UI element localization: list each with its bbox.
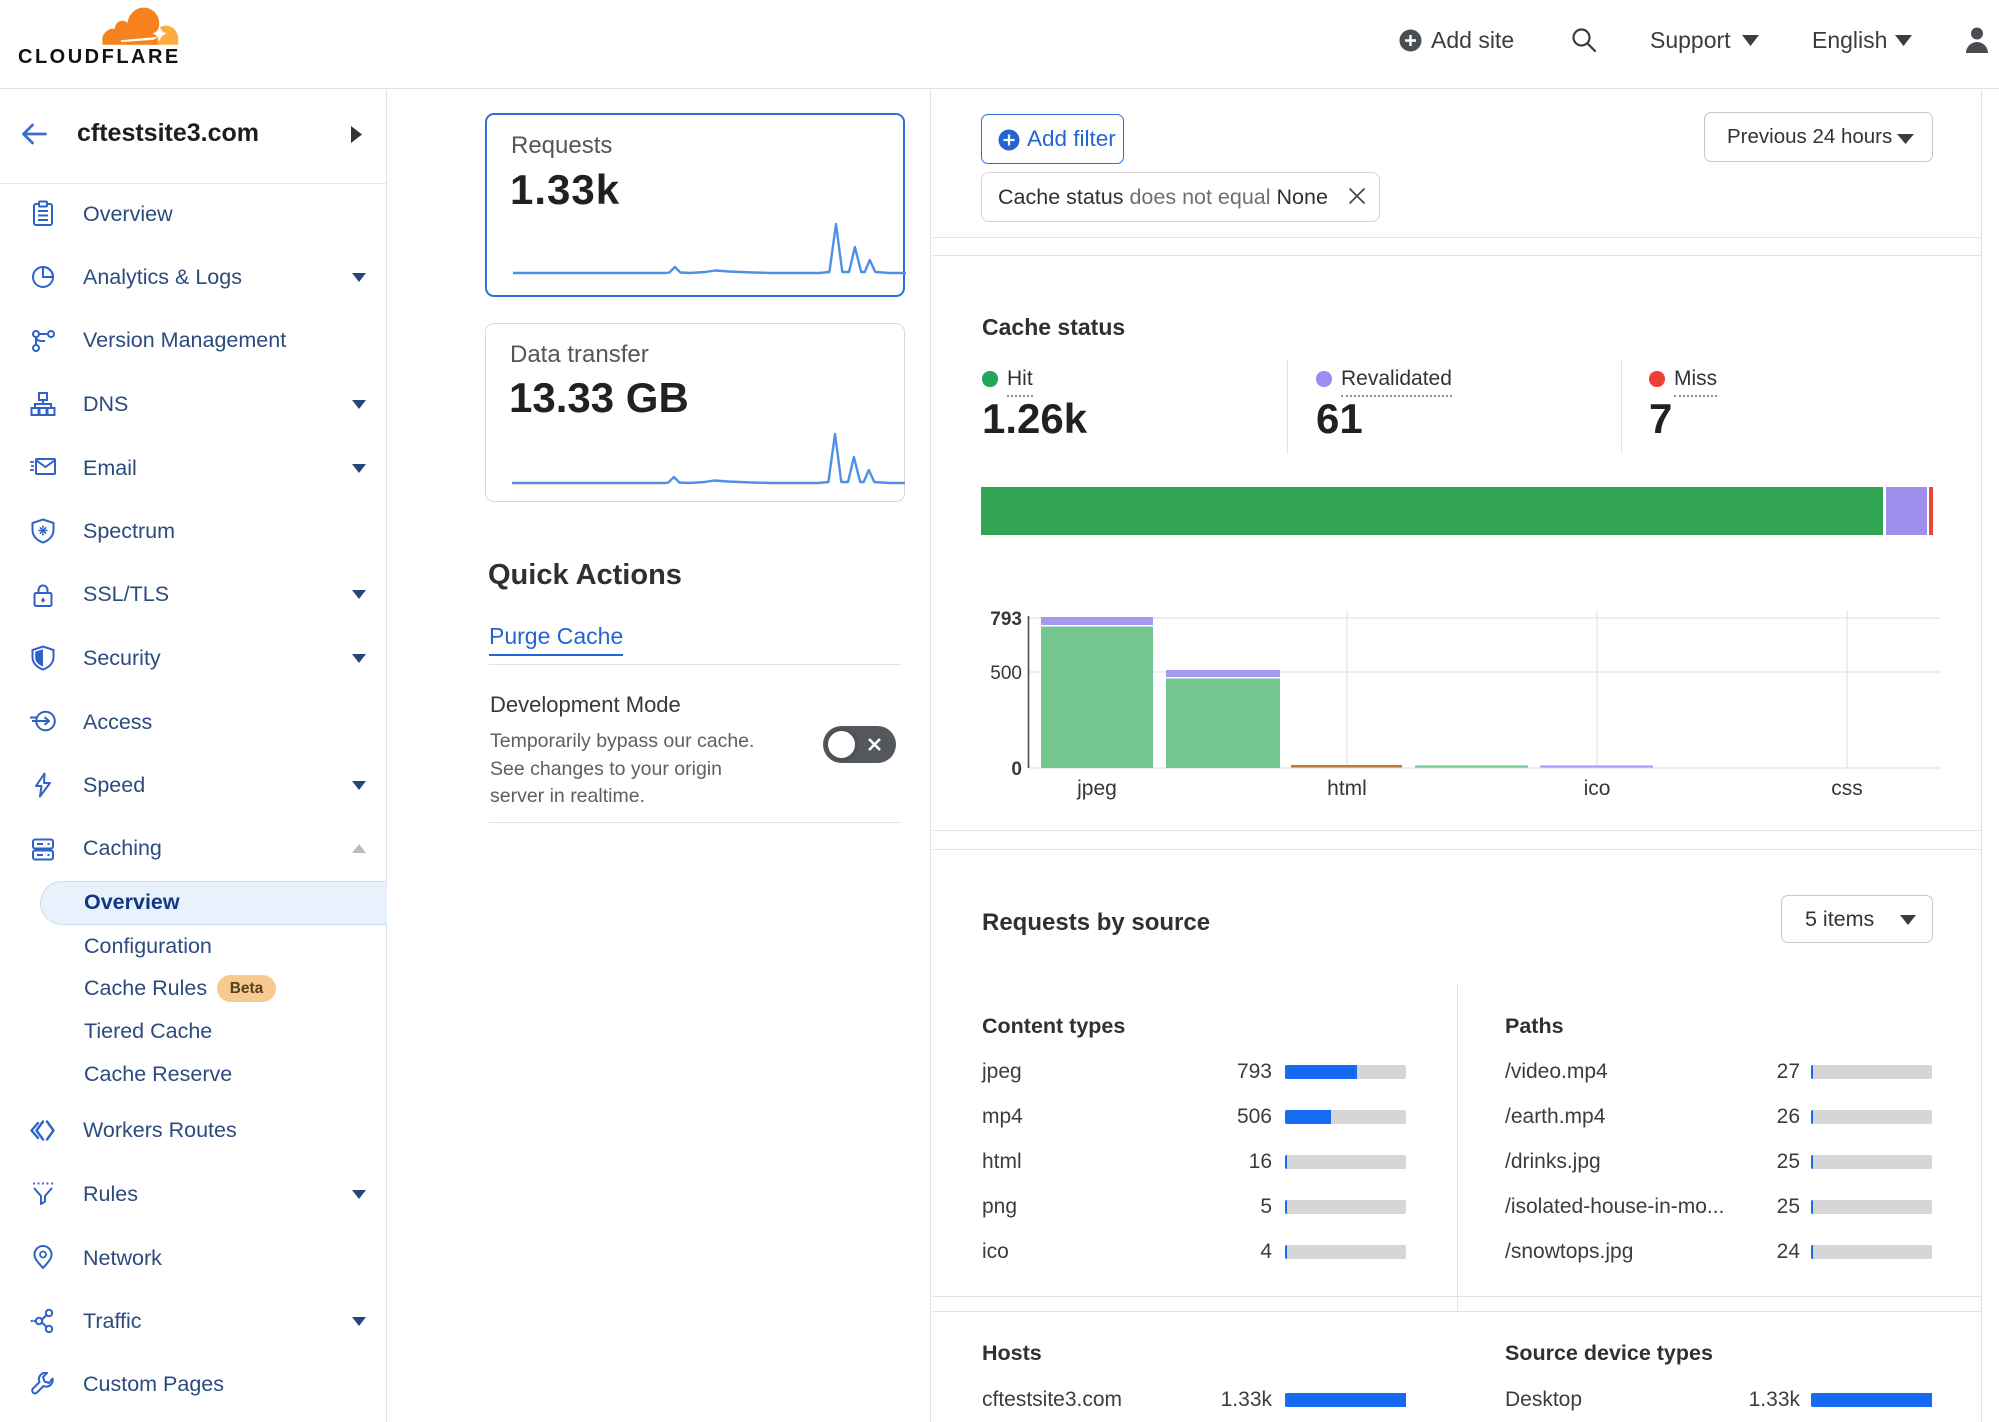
svg-text:0: 0 (1011, 759, 1022, 780)
svg-text:ico: ico (1584, 777, 1611, 800)
svg-text:css: css (1831, 777, 1863, 800)
svg-text:500: 500 (990, 663, 1022, 684)
svg-text:793: 793 (990, 609, 1022, 630)
svg-text:jpeg: jpeg (1076, 777, 1117, 800)
svg-text:html: html (1327, 777, 1367, 800)
